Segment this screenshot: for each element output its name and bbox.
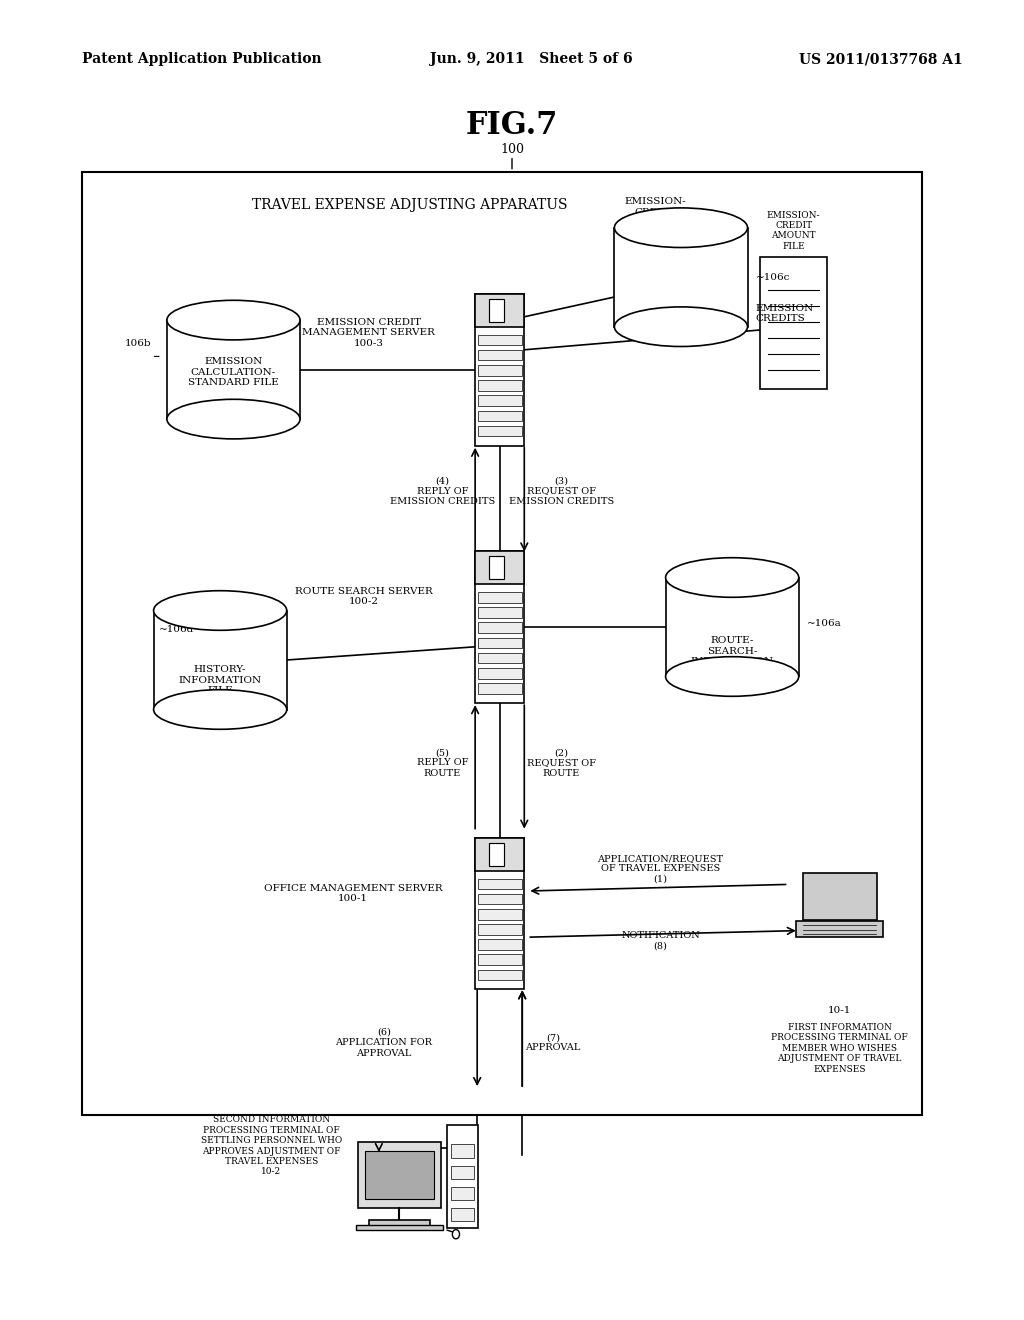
- Bar: [477, 623, 522, 634]
- Text: (6)
APPLICATION FOR
APPROVAL: (6) APPLICATION FOR APPROVAL: [336, 1028, 432, 1057]
- Bar: [451, 1166, 474, 1179]
- Text: US 2011/0137768 A1: US 2011/0137768 A1: [799, 53, 963, 66]
- Bar: [451, 1208, 474, 1221]
- Bar: [477, 894, 522, 904]
- Bar: [365, 1151, 434, 1199]
- Ellipse shape: [167, 400, 300, 438]
- Bar: [477, 668, 522, 678]
- Bar: [358, 1142, 440, 1208]
- Text: APPLICATION/REQUEST
OF TRAVEL EXPENSES
(1): APPLICATION/REQUEST OF TRAVEL EXPENSES (…: [597, 854, 724, 883]
- Bar: [356, 1225, 443, 1230]
- Bar: [614, 227, 748, 326]
- Bar: [477, 653, 522, 664]
- Text: OFFICE MANAGEMENT SERVER
100-1: OFFICE MANAGEMENT SERVER 100-1: [264, 884, 442, 903]
- Bar: [489, 842, 504, 866]
- Text: SECOND INFORMATION
PROCESSING TERMINAL OF
SETTLING PERSONNEL WHO
APPROVES ADJUST: SECOND INFORMATION PROCESSING TERMINAL O…: [201, 1115, 342, 1176]
- Text: NOTIFICATION
(8): NOTIFICATION (8): [622, 932, 699, 950]
- Bar: [477, 684, 522, 694]
- Bar: [477, 396, 522, 407]
- Bar: [447, 1125, 477, 1228]
- Text: EMISSION-
CREDIT
AMOUNT
FILE: EMISSION- CREDIT AMOUNT FILE: [625, 198, 686, 238]
- Bar: [477, 970, 522, 981]
- Ellipse shape: [154, 689, 287, 729]
- Bar: [475, 294, 524, 327]
- Ellipse shape: [666, 557, 799, 597]
- Bar: [477, 380, 522, 391]
- Text: (2)
REQUEST OF
ROUTE: (2) REQUEST OF ROUTE: [526, 748, 596, 777]
- Text: 106b: 106b: [125, 339, 152, 347]
- Text: FIG.7: FIG.7: [466, 110, 558, 141]
- Text: FIRST INFORMATION
PROCESSING TERMINAL OF
MEMBER WHO WISHES
ADJUSTMENT OF TRAVEL
: FIRST INFORMATION PROCESSING TERMINAL OF…: [771, 1023, 908, 1073]
- Bar: [475, 552, 524, 585]
- Text: ROUTE-
SEARCH-
INFORMATION
FILE: ROUTE- SEARCH- INFORMATION FILE: [690, 636, 774, 676]
- Circle shape: [453, 1230, 460, 1238]
- Bar: [451, 1144, 474, 1158]
- Bar: [477, 940, 522, 950]
- Bar: [666, 578, 799, 676]
- Text: (3)
REQUEST OF
EMISSION CREDITS: (3) REQUEST OF EMISSION CREDITS: [509, 477, 613, 506]
- Bar: [489, 556, 504, 579]
- Ellipse shape: [167, 301, 300, 339]
- Bar: [477, 366, 522, 376]
- Text: ~106c: ~106c: [756, 273, 791, 281]
- Bar: [154, 610, 287, 710]
- Text: EMISSION CREDIT
MANAGEMENT SERVER
100-3: EMISSION CREDIT MANAGEMENT SERVER 100-3: [302, 318, 435, 347]
- Bar: [477, 638, 522, 648]
- Text: ROUTE SEARCH SERVER
100-2: ROUTE SEARCH SERVER 100-2: [295, 587, 432, 606]
- Bar: [477, 411, 522, 421]
- Bar: [477, 426, 522, 437]
- Ellipse shape: [154, 591, 287, 630]
- Bar: [489, 298, 504, 322]
- Bar: [477, 909, 522, 920]
- Text: ~106a: ~106a: [807, 619, 842, 627]
- Bar: [475, 837, 524, 871]
- Text: (4)
REPLY OF
EMISSION CREDITS: (4) REPLY OF EMISSION CREDITS: [390, 477, 495, 506]
- Text: EMISSION-
CREDIT
AMOUNT
FILE: EMISSION- CREDIT AMOUNT FILE: [767, 211, 820, 251]
- Bar: [760, 257, 827, 389]
- Text: TRAVEL EXPENSE ADJUSTING APPARATUS: TRAVEL EXPENSE ADJUSTING APPARATUS: [252, 198, 567, 211]
- Bar: [477, 879, 522, 890]
- Text: (7)
APPROVAL: (7) APPROVAL: [525, 1034, 581, 1052]
- Text: HISTORY-
INFORMATION
FILE: HISTORY- INFORMATION FILE: [178, 665, 262, 696]
- Ellipse shape: [614, 306, 748, 346]
- Text: EMISSION
CREDITS: EMISSION CREDITS: [756, 304, 814, 323]
- Bar: [797, 921, 883, 937]
- Text: ~106d: ~106d: [159, 626, 194, 634]
- Bar: [475, 294, 524, 446]
- Text: 10-1: 10-1: [828, 1006, 851, 1015]
- Bar: [475, 552, 524, 702]
- Bar: [803, 873, 877, 920]
- Bar: [475, 837, 524, 990]
- Bar: [477, 593, 522, 603]
- Bar: [477, 335, 522, 346]
- Ellipse shape: [666, 656, 799, 696]
- Text: 100: 100: [500, 143, 524, 156]
- Bar: [477, 350, 522, 360]
- Bar: [477, 607, 522, 618]
- Ellipse shape: [614, 209, 748, 248]
- Text: Jun. 9, 2011   Sheet 5 of 6: Jun. 9, 2011 Sheet 5 of 6: [430, 53, 633, 66]
- Bar: [369, 1220, 430, 1226]
- Bar: [477, 954, 522, 965]
- Text: EMISSION
CALCULATION-
STANDARD FILE: EMISSION CALCULATION- STANDARD FILE: [188, 358, 279, 387]
- Text: Patent Application Publication: Patent Application Publication: [82, 53, 322, 66]
- FancyBboxPatch shape: [82, 172, 922, 1115]
- Text: (5)
REPLY OF
ROUTE: (5) REPLY OF ROUTE: [417, 748, 468, 777]
- Bar: [477, 924, 522, 935]
- Bar: [167, 321, 300, 420]
- Bar: [451, 1187, 474, 1200]
